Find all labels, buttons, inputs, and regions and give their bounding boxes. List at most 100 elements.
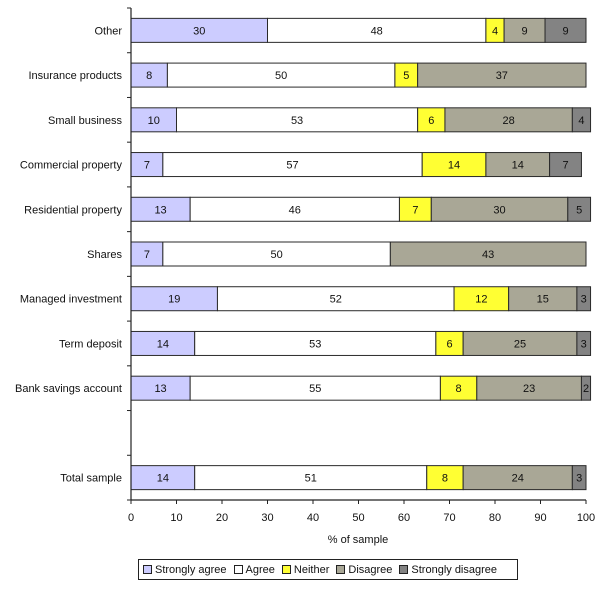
legend-label: Agree xyxy=(245,563,275,576)
x-tick-label: 10 xyxy=(170,512,182,524)
data-label: 14 xyxy=(157,473,169,485)
legend-label: Disagree xyxy=(348,563,393,576)
data-label: 7 xyxy=(144,249,150,261)
x-tick-label: 20 xyxy=(216,512,228,524)
data-label: 2 xyxy=(583,383,589,395)
bar-segment-disagree xyxy=(485,152,551,178)
bar-segment-strongly-disagree xyxy=(580,375,592,401)
x-tick-label: 60 xyxy=(398,512,410,524)
bar-segment-strongly-agree xyxy=(130,241,164,267)
data-label: 51 xyxy=(305,473,317,485)
data-label: 7 xyxy=(412,204,418,216)
bar-segment-agree xyxy=(267,17,487,43)
category-label: Other xyxy=(94,25,122,37)
x-tick-label: 70 xyxy=(443,512,455,524)
data-label: 3 xyxy=(581,338,587,350)
bar-segment-disagree xyxy=(503,17,546,43)
data-label: 8 xyxy=(146,70,152,82)
bar-segment-disagree xyxy=(508,286,578,312)
data-label: 15 xyxy=(537,294,549,306)
bar-segment-neither xyxy=(453,286,510,312)
category-label: Small business xyxy=(48,115,122,127)
bar-segment-disagree xyxy=(389,241,587,267)
data-label: 7 xyxy=(144,160,150,172)
bar-segment-strongly-disagree xyxy=(576,330,592,356)
data-label: 28 xyxy=(503,115,515,127)
data-label: 50 xyxy=(275,70,287,82)
data-label: 3 xyxy=(581,294,587,306)
category-label: Bank savings account xyxy=(15,383,122,395)
category-label: Residential property xyxy=(24,204,122,216)
data-label: 7 xyxy=(562,160,568,172)
x-tick-label: 90 xyxy=(534,512,546,524)
category-label: Term deposit xyxy=(59,338,122,350)
bar-segment-neither xyxy=(426,465,464,491)
bar-segment-strongly-agree xyxy=(130,375,191,401)
category-label: Managed investment xyxy=(20,294,122,306)
legend: Strongly agree Agree Neither Disagree Strong… xyxy=(138,559,518,580)
data-label: 14 xyxy=(448,160,460,172)
data-label: 13 xyxy=(154,383,166,395)
bar-segment-disagree xyxy=(444,107,573,133)
legend-item: Disagree xyxy=(336,564,392,576)
category-label: Insurance products xyxy=(28,70,122,82)
category-label: Commercial property xyxy=(20,160,123,172)
data-label: 6 xyxy=(446,338,452,350)
data-label: 30 xyxy=(493,204,505,216)
bar-segment-strongly-agree xyxy=(130,107,177,133)
x-tick-label: 30 xyxy=(261,512,273,524)
x-tick-label: 0 xyxy=(128,512,134,524)
data-label: 43 xyxy=(482,249,494,261)
bar-segment-strongly-agree xyxy=(130,330,196,356)
bar-segment-disagree xyxy=(417,62,587,88)
data-label: 4 xyxy=(492,25,498,37)
legend-item: Strongly disagree xyxy=(399,564,497,576)
bar-segment-neither xyxy=(417,107,446,133)
bar-segment-agree xyxy=(189,375,441,401)
bar-segment-disagree xyxy=(462,465,573,491)
legend-label: Neither xyxy=(293,563,330,576)
data-label: 13 xyxy=(154,204,166,216)
legend-label: Strongly disagree xyxy=(411,563,498,576)
data-label: 57 xyxy=(286,160,298,172)
x-axis-title: % of sample xyxy=(328,534,389,546)
bar-segment-strongly-agree xyxy=(130,286,218,312)
bar-segment-agree xyxy=(189,196,400,222)
data-label: 8 xyxy=(456,383,462,395)
data-label: 52 xyxy=(330,294,342,306)
data-label: 24 xyxy=(512,473,524,485)
legend-label: Strongly agree xyxy=(155,563,227,576)
data-label: 14 xyxy=(157,338,169,350)
data-label: 3 xyxy=(576,473,582,485)
legend-swatch xyxy=(233,565,243,574)
data-label: 46 xyxy=(289,204,301,216)
bar-segment-agree xyxy=(162,152,423,178)
category-labels: Other Insurance products Small business Com… xyxy=(15,25,123,484)
data-label: 12 xyxy=(475,294,487,306)
data-label: 25 xyxy=(514,338,526,350)
bar-segment-neither xyxy=(435,330,464,356)
bar-segment-strongly-agree xyxy=(130,62,168,88)
bar-segment-strongly-disagree xyxy=(571,107,592,133)
data-label: 48 xyxy=(371,25,383,37)
data-label: 14 xyxy=(512,160,524,172)
legend-item: Strongly agree xyxy=(143,564,227,576)
category-label: Shares xyxy=(87,249,122,261)
bar-segment-disagree xyxy=(476,375,582,401)
data-label: 8 xyxy=(442,473,448,485)
data-label: 23 xyxy=(523,383,535,395)
bar-segment-agree xyxy=(162,241,391,267)
data-label: 5 xyxy=(403,70,409,82)
bar-segment-strongly-disagree xyxy=(576,286,592,312)
data-label: 5 xyxy=(576,204,582,216)
legend-swatch xyxy=(281,565,291,574)
category-label: Total sample xyxy=(60,473,122,485)
data-label: 6 xyxy=(428,115,434,127)
x-tick-label: 40 xyxy=(307,512,319,524)
bar-segment-agree xyxy=(166,62,396,88)
data-label: 19 xyxy=(168,294,180,306)
axes: 0 10 20 30 40 50 60 70 80 90 100 xyxy=(127,7,595,524)
data-label: 4 xyxy=(578,115,584,127)
